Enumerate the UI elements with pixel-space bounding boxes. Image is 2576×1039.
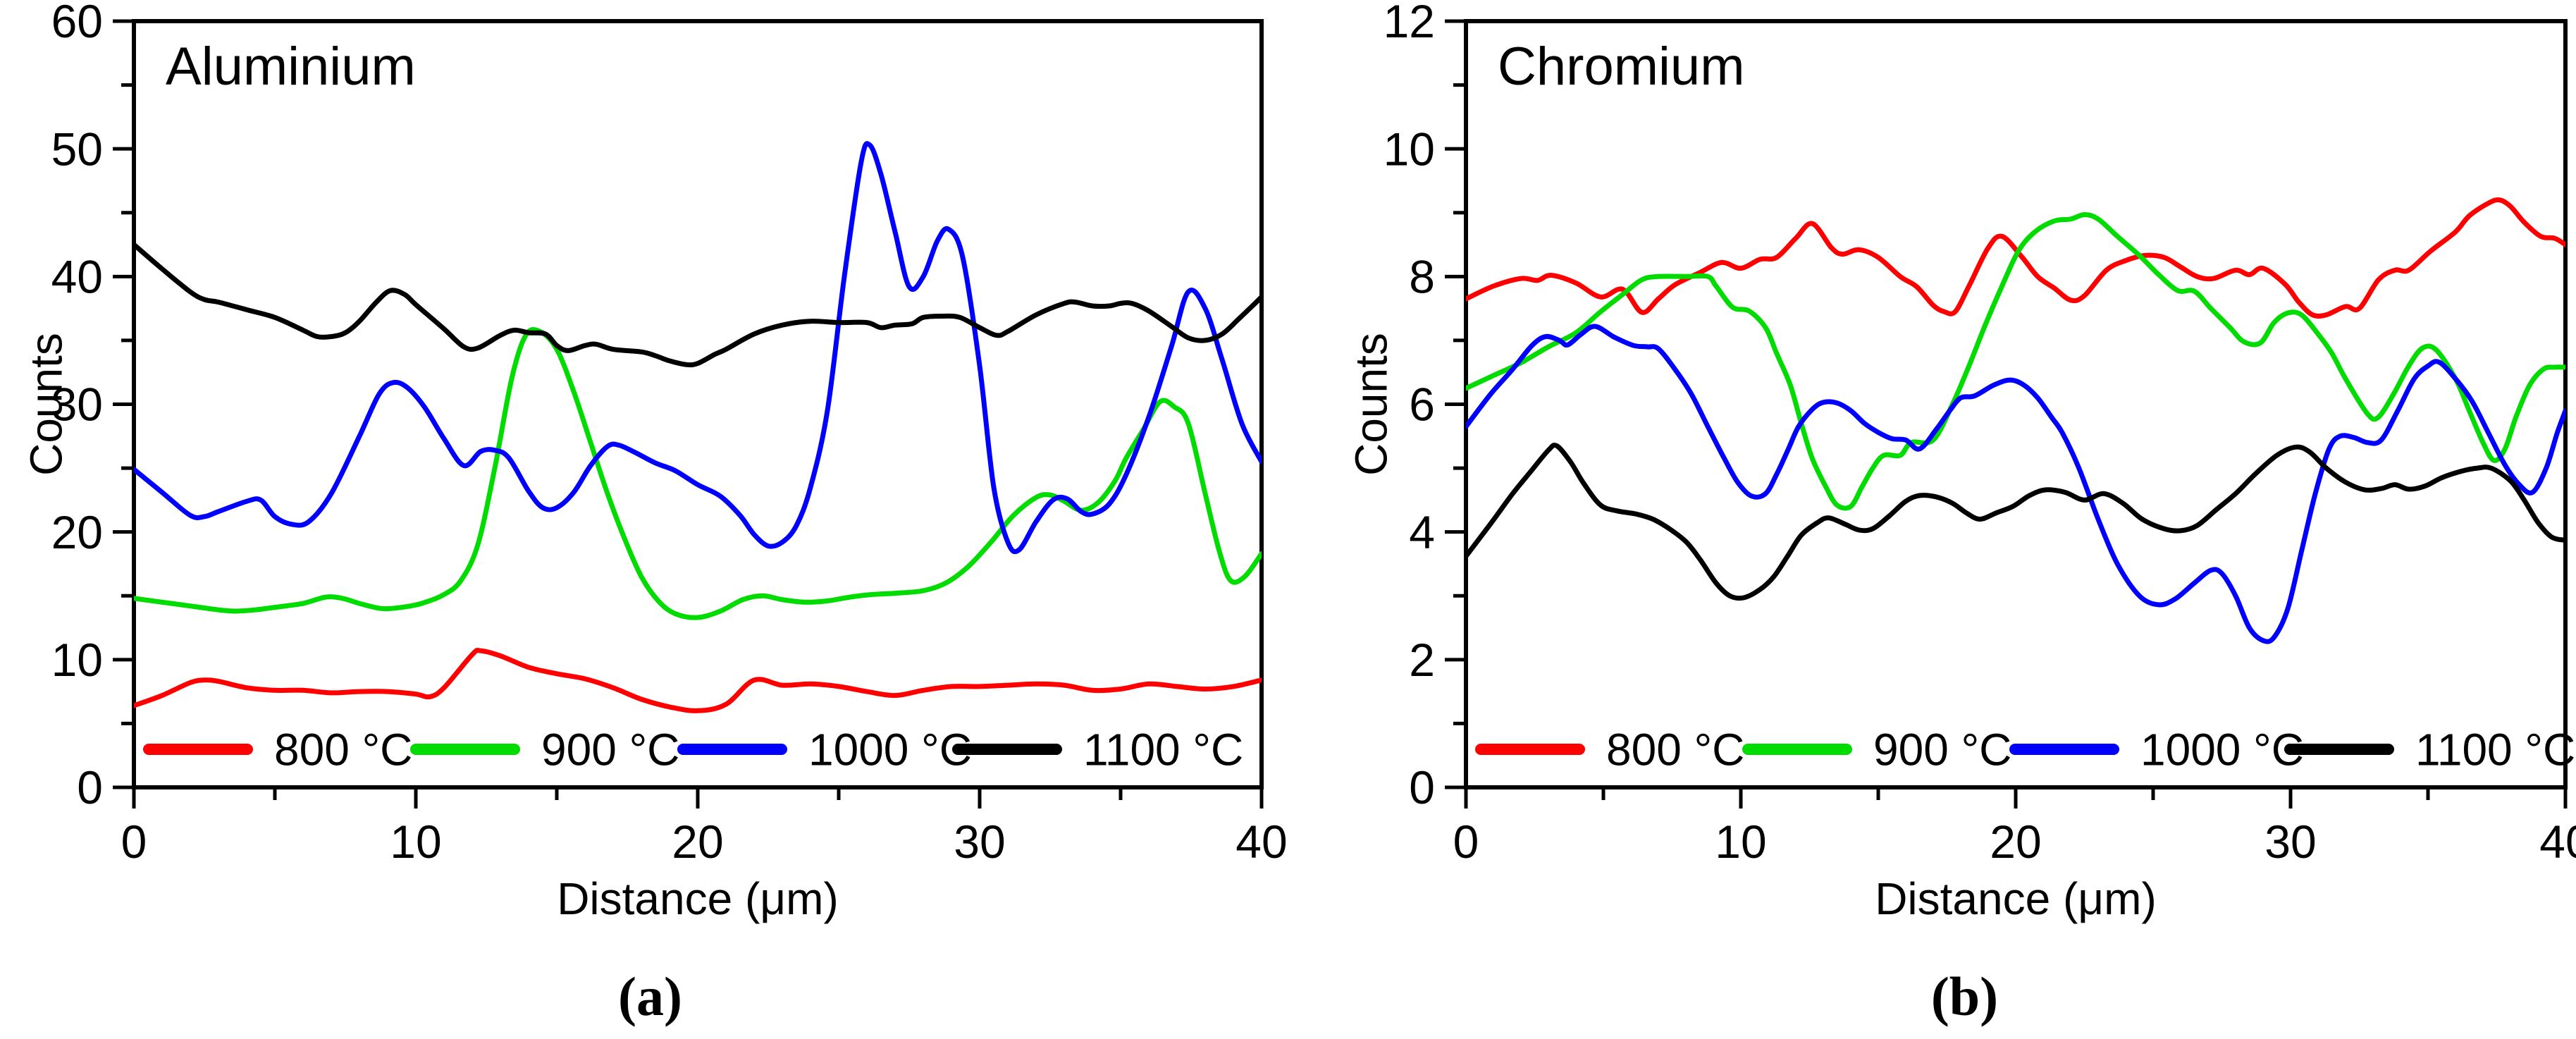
y-tick-label: 2 xyxy=(1409,634,1435,686)
y-tick-label: 12 xyxy=(1383,0,1435,47)
chart-title: Chromium xyxy=(1498,37,1745,97)
series-group xyxy=(134,141,1262,713)
subfigure-caption: (a) xyxy=(618,966,682,1027)
legend-label: 900 °C xyxy=(1873,724,2011,775)
x-tick-label: 40 xyxy=(2539,816,2576,868)
y-tick-label: 20 xyxy=(51,506,103,558)
x-tick-label: 0 xyxy=(1453,816,1479,868)
x-tick-label: 30 xyxy=(2264,816,2316,868)
x-tick-label: 30 xyxy=(954,816,1005,868)
chart-title: Aluminium xyxy=(166,37,416,97)
series-line-1000C xyxy=(1466,324,2565,644)
y-tick-label: 0 xyxy=(1409,761,1435,813)
y-tick-label: 10 xyxy=(1383,123,1435,175)
series-group xyxy=(1466,197,2565,644)
x-tick-label: 0 xyxy=(121,816,147,868)
y-tick-label: 0 xyxy=(77,761,103,813)
legend-label: 900 °C xyxy=(541,724,679,775)
subfigure-caption: (b) xyxy=(1931,966,1998,1027)
x-axis-label: Distance (μm) xyxy=(1875,873,2157,924)
legend-label: 800 °C xyxy=(1606,724,1744,775)
y-axis-label: Counts xyxy=(1345,333,1396,476)
series-line-800C xyxy=(134,647,1262,713)
y-tick-label: 10 xyxy=(51,634,103,686)
panel-aluminium: 0 10 20 30 40 50 60 0 10 20 30 40 Aluminium Distance … xyxy=(20,0,1287,924)
x-tick-label: 10 xyxy=(390,816,441,868)
series-line-900C xyxy=(134,327,1262,620)
y-tick-label: 40 xyxy=(51,250,103,302)
y-tick-label: 6 xyxy=(1409,379,1435,431)
legend-label: 800 °C xyxy=(274,724,412,775)
series-line-1100C xyxy=(134,242,1262,368)
legend: 800 °C 900 °C 1000 °C 1100 °C xyxy=(1475,724,2575,775)
legend-label: 1100 °C xyxy=(2415,724,2575,775)
legend-label: 1100 °C xyxy=(1083,724,1243,775)
y-tick-label: 60 xyxy=(51,0,103,47)
series-line-1100C xyxy=(1466,442,2565,601)
panel-chromium: 0 2 4 6 8 10 12 0 10 20 30 40 Chromium Distance (μm) C… xyxy=(1345,0,2576,924)
x-tick-label: 10 xyxy=(1715,816,1766,868)
x-axis-label: Distance (μm) xyxy=(557,873,839,924)
legend-label: 1000 °C xyxy=(808,724,972,775)
legend-label: 1000 °C xyxy=(2140,724,2304,775)
series-line-1000C xyxy=(134,141,1262,555)
y-tick-label: 8 xyxy=(1409,250,1435,302)
y-tick-label: 50 xyxy=(51,123,103,175)
x-tick-label: 20 xyxy=(672,816,723,868)
series-line-900C xyxy=(1466,212,2565,511)
plot-frame xyxy=(132,19,1264,789)
y-tick-label: 30 xyxy=(51,379,103,431)
x-tick-label: 40 xyxy=(1235,816,1287,868)
legend: 800 °C 900 °C 1000 °C 1100 °C xyxy=(143,724,1243,775)
x-tick-label: 20 xyxy=(1990,816,2041,868)
y-tick-label: 4 xyxy=(1409,506,1435,558)
y-axis-label: Counts xyxy=(20,333,71,476)
